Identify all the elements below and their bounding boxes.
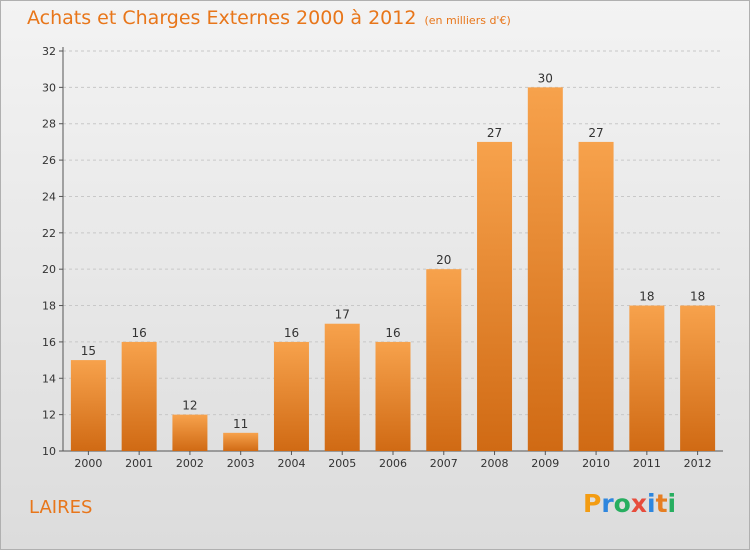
- labels: 10 12 14 16 18 20 22 24 26 28 30 32 15 2000 16 2001 12 20…: [42, 45, 712, 470]
- x-tick-label: 2003: [227, 457, 255, 470]
- bar-value-label: 18: [639, 290, 654, 304]
- bar-2007: [426, 269, 462, 451]
- logo-letter: i: [647, 489, 656, 518]
- x-tick-label: 2012: [684, 457, 712, 470]
- bars: [70, 87, 716, 451]
- chart-unit: (en milliers d'€): [424, 14, 511, 27]
- x-tick-label: 2007: [430, 457, 458, 470]
- bar-value-label: 20: [436, 253, 451, 267]
- bar-value-label: 12: [182, 399, 197, 413]
- y-tick-label: 28: [42, 118, 56, 131]
- x-tick-label: 2006: [379, 457, 407, 470]
- proxiti-logo: Proxiti: [583, 489, 676, 518]
- x-tick-label: 2001: [125, 457, 153, 470]
- bar-2009: [527, 87, 563, 451]
- x-tick-label: 2009: [531, 457, 559, 470]
- bar-value-label: 16: [132, 326, 147, 340]
- y-tick-label: 16: [42, 336, 56, 349]
- y-tick-label: 26: [42, 154, 56, 167]
- x-tick-label: 2010: [582, 457, 610, 470]
- bar-2002: [172, 414, 208, 451]
- commune-name: LAIRES: [29, 497, 93, 518]
- bar-value-label: 30: [538, 71, 553, 85]
- x-tick-label: 2004: [277, 457, 305, 470]
- bar-2004: [273, 341, 309, 451]
- y-tick-label: 30: [42, 81, 56, 94]
- x-tick-label: 2008: [481, 457, 509, 470]
- bar-value-label: 18: [690, 290, 705, 304]
- bar-value-label: 16: [385, 326, 400, 340]
- bar-value-label: 11: [233, 417, 248, 431]
- y-tick-label: 20: [42, 263, 56, 276]
- logo-letter: r: [601, 489, 614, 518]
- x-tick-label: 2011: [633, 457, 661, 470]
- y-tick-label: 32: [42, 45, 56, 58]
- bar-2005: [324, 323, 360, 451]
- bar-2000: [70, 360, 106, 451]
- bar-2010: [578, 141, 614, 451]
- x-tick-label: 2000: [74, 457, 102, 470]
- y-tick-label: 22: [42, 227, 56, 240]
- logo-letter: i: [667, 489, 677, 518]
- bar-value-label: 16: [284, 326, 299, 340]
- logo-letter: t: [655, 489, 668, 518]
- logo-letter: o: [613, 489, 631, 518]
- bar-2001: [121, 341, 157, 451]
- bar-2011: [629, 305, 665, 451]
- bar-value-label: 27: [487, 126, 502, 140]
- chart-title-text: Achats et Charges Externes 2000 à 2012: [27, 7, 417, 29]
- bar-value-label: 17: [335, 308, 350, 322]
- y-tick-label: 14: [42, 372, 56, 385]
- y-tick-label: 24: [42, 190, 56, 203]
- chart-title: Achats et Charges Externes 2000 à 2012 (e…: [27, 7, 511, 29]
- bar-value-label: 27: [588, 126, 603, 140]
- bar-2012: [680, 305, 716, 451]
- bar-value-label: 15: [81, 344, 96, 358]
- bar-2008: [477, 141, 513, 451]
- y-tick-label: 10: [42, 445, 56, 458]
- x-tick-label: 2005: [328, 457, 356, 470]
- y-tick-label: 12: [42, 409, 56, 422]
- logo-letter: P: [583, 489, 602, 518]
- bar-2006: [375, 341, 411, 451]
- y-tick-label: 18: [42, 300, 56, 313]
- x-tick-label: 2002: [176, 457, 204, 470]
- logo-letter: x: [630, 489, 647, 518]
- bar-2003: [223, 432, 259, 451]
